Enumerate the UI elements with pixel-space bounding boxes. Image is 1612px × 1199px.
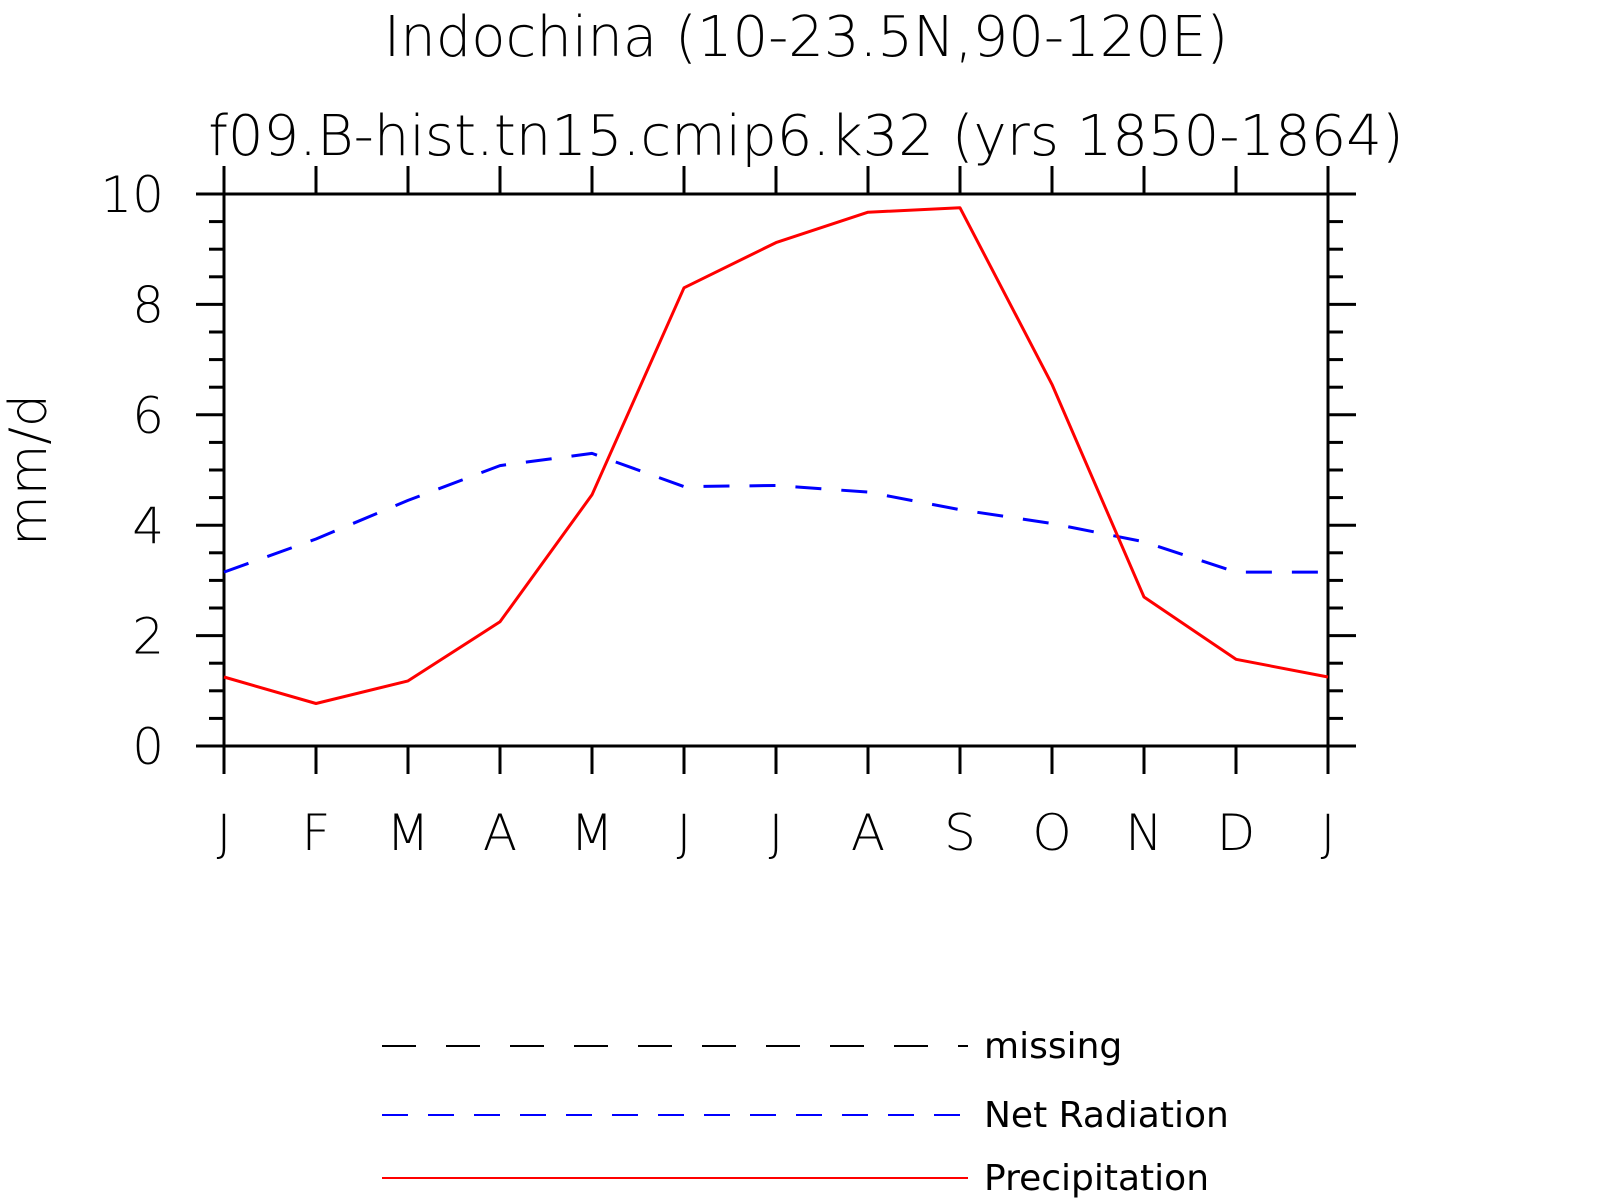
y-tick-label: 8 xyxy=(132,276,164,334)
x-tick-label: A xyxy=(483,804,517,862)
x-tick-label: J xyxy=(217,804,232,862)
legend: missing Net Radiation Precipitation xyxy=(382,1026,1229,1199)
chart-subtitle: f09.B-hist.tn15.cmip6.k32 (yrs 1850-1864… xyxy=(208,104,1404,169)
legend-label-precipitation: Precipitation xyxy=(984,1158,1209,1199)
x-tick-label: D xyxy=(1217,804,1256,862)
chart-title: Indochina (10-23.5N,90-120E) xyxy=(384,5,1229,70)
legend-label-missing: missing xyxy=(984,1026,1122,1067)
y-axis-label: mm/d xyxy=(0,394,59,546)
series-line-net-radiation xyxy=(223,451,1328,574)
y-tick-label: 6 xyxy=(132,387,164,445)
x-tick-label: J xyxy=(677,804,692,862)
y-tick-label: 0 xyxy=(132,718,164,776)
x-tick-label: F xyxy=(302,804,331,862)
x-tick-label: J xyxy=(1321,804,1336,862)
plot-frame xyxy=(222,192,1330,748)
x-tick-label: A xyxy=(851,804,885,862)
y-tick-label: 4 xyxy=(132,497,164,555)
x-tick-label: M xyxy=(386,804,429,862)
series-line-precipitation xyxy=(223,206,1329,705)
y-tick-label: 10 xyxy=(100,166,164,224)
x-tick-label: O xyxy=(1032,804,1071,862)
x-tick-label: N xyxy=(1125,804,1162,862)
legend-label-net-radiation: Net Radiation xyxy=(984,1095,1229,1136)
x-tick-label: M xyxy=(570,804,613,862)
x-tick-label: S xyxy=(944,804,976,862)
y-tick-label: 2 xyxy=(132,608,164,666)
x-tick-label: J xyxy=(769,804,784,862)
